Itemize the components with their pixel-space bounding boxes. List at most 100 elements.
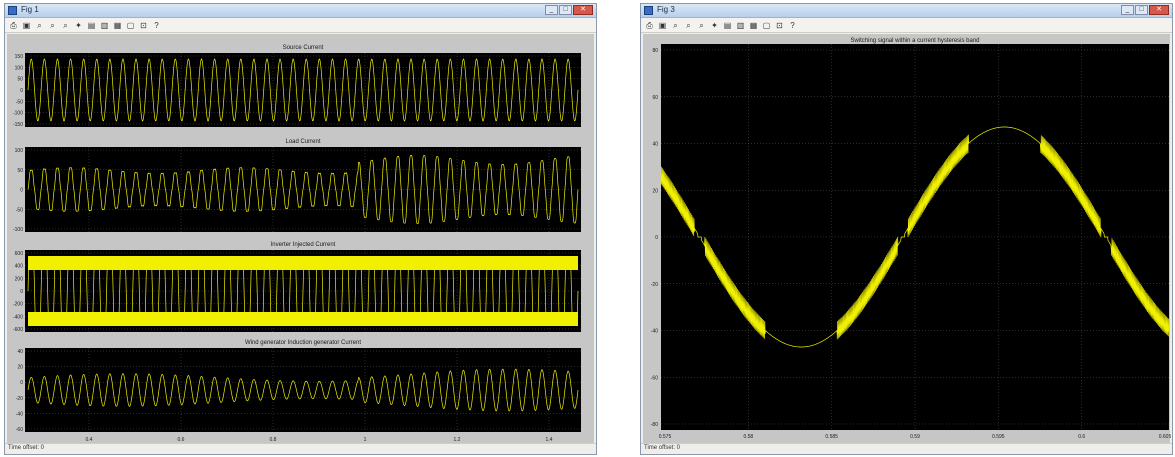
plot-area: Switching signal within a current hyster… [643,34,1172,444]
zoom-x-icon[interactable]: ⌕ [686,20,691,30]
status-text: Time offset: 0 [644,445,681,451]
y-tick-label: 80 [652,48,658,54]
zoom-in-icon[interactable]: ⌕ [37,20,42,30]
x-tick-label: 0.585 [825,434,838,440]
y-tick-label: 0 [20,380,23,386]
x-tick-label: 1.4 [546,437,553,443]
y-tick-label: -200 [13,302,23,308]
axes-title: Load Current [285,139,320,145]
y-tick-label: -80 [651,422,658,428]
save-axes-icon[interactable]: ▤ [87,20,96,30]
title-bar[interactable]: Fig 1 _ □ ✕ [5,4,596,18]
autoscale-icon[interactable]: ✦ [75,20,82,30]
y-tick-label: 150 [15,54,24,60]
help-icon[interactable]: ? [154,20,159,30]
app-icon [8,6,17,15]
floating-icon[interactable]: ▢ [126,20,135,30]
axes-title: Switching signal within a current hyster… [850,38,979,44]
y-tick-label: 100 [15,65,24,71]
title-bar[interactable]: Fig 3 _ □ ✕ [641,4,1172,18]
y-tick-label: -60 [16,427,23,433]
minimize-button[interactable]: _ [1121,5,1134,15]
y-tick-label: -50 [16,99,23,105]
y-tick-label: -600 [13,327,23,333]
window-title: Fig 3 [657,5,675,14]
minimize-button[interactable]: _ [545,5,558,15]
zoom-y-icon[interactable]: ⌕ [699,20,704,30]
maximize-button[interactable]: □ [1135,5,1148,15]
print-icon[interactable]: ⎙ [646,20,653,30]
save-icon[interactable]: ▣ [658,20,667,30]
parameters-icon[interactable]: ▦ [749,20,758,30]
scope-axes: Source Current 150 100 50 0 -50 -100 -150 [13,45,581,128]
lock-icon[interactable]: ⊡ [140,20,147,30]
restore-axes-icon[interactable]: ▥ [100,20,109,30]
x-tick-label: 0.6 [1078,434,1085,440]
y-tick-label: 200 [15,276,24,282]
save-icon[interactable]: ▣ [22,20,31,30]
y-tick-label: 0 [655,235,658,241]
y-tick-label: -20 [16,396,23,402]
x-tick-label: 0.59 [910,434,920,440]
y-tick-label: -40 [651,329,658,335]
y-tick-label: 20 [17,365,23,371]
y-tick-label: -60 [651,375,658,381]
x-tick-label: 0.58 [743,434,753,440]
help-icon[interactable]: ? [790,20,795,30]
restore-axes-icon[interactable]: ▥ [736,20,745,30]
y-tick-label: 600 [15,251,24,257]
y-tick-label: 60 [652,95,658,101]
print-icon[interactable]: ⎙ [10,20,17,30]
scope-toolbar: ⎙ ▣ ⌕ ⌕ ⌕ ✦ ▤ ▥ ▦ ▢ ⊡ ? [641,18,1172,33]
y-tick-label: -20 [651,282,658,288]
scope-axes: Wind generator Induction generator Curre… [16,340,581,433]
y-tick-label: -100 [13,227,23,233]
status-text: Time offset: 0 [8,445,45,451]
left-scope-window: Fig 1 _ □ ✕ ⎙ ▣ ⌕ ⌕ ⌕ ✦ ▤ ▥ ▦ ▢ ⊡ ? Sour… [4,3,597,455]
close-button[interactable]: ✕ [573,5,593,15]
x-tick-label: 0.4 [86,437,93,443]
waveform-band-bottom [28,312,578,326]
save-axes-icon[interactable]: ▤ [723,20,732,30]
x-tick-label: 1 [364,437,367,443]
y-tick-label: 20 [652,188,658,194]
x-tick-label: 0.6 [178,437,185,443]
waveform-band-top [28,256,578,270]
y-tick-label: 0 [20,289,23,295]
y-tick-label: 100 [15,148,24,154]
waveform-trace [27,368,579,412]
zoom-in-icon[interactable]: ⌕ [673,20,678,30]
plot-area: Source Current 150 100 50 0 -50 -100 -150 Load C… [7,34,594,444]
y-tick-label: 0 [20,188,23,194]
close-button[interactable]: ✕ [1149,5,1169,15]
scope-axes: Inverter Injected Current 600 400 200 0 -200 -… [13,242,581,333]
waveform-trace [27,257,579,325]
y-tick-label: -40 [16,411,23,417]
x-tick-label: 0.605 [1159,434,1172,440]
y-tick-label: 50 [17,77,23,83]
status-bar: Time offset: 0 [641,443,1172,454]
scope-axes: Switching signal within a current hyster… [651,38,1172,440]
y-tick-label: 400 [15,264,24,270]
right-plot-svg: Switching signal within a current hyster… [651,38,1172,440]
y-tick-label: 40 [17,349,23,355]
status-bar: Time offset: 0 [5,443,596,454]
maximize-button[interactable]: □ [559,5,572,15]
lock-icon[interactable]: ⊡ [776,20,783,30]
autoscale-icon[interactable]: ✦ [711,20,718,30]
y-tick-label: -50 [16,207,23,213]
waveform-trace [660,126,1170,348]
y-tick-label: -100 [13,111,23,117]
y-tick-label: 0 [20,88,23,94]
parameters-icon[interactable]: ▦ [113,20,122,30]
right-scope-window: Fig 3 _ □ ✕ ⎙ ▣ ⌕ ⌕ ⌕ ✦ ▤ ▥ ▦ ▢ ⊡ ? Swit… [640,3,1173,455]
y-tick-label: -150 [13,122,23,128]
zoom-y-icon[interactable]: ⌕ [63,20,68,30]
waveform-trace [27,155,579,225]
x-tick-label: 0.8 [270,437,277,443]
scope-axes: Load Current 100 50 0 -50 -100 [13,139,581,233]
app-icon [644,6,653,15]
zoom-x-icon[interactable]: ⌕ [50,20,55,30]
floating-icon[interactable]: ▢ [762,20,771,30]
